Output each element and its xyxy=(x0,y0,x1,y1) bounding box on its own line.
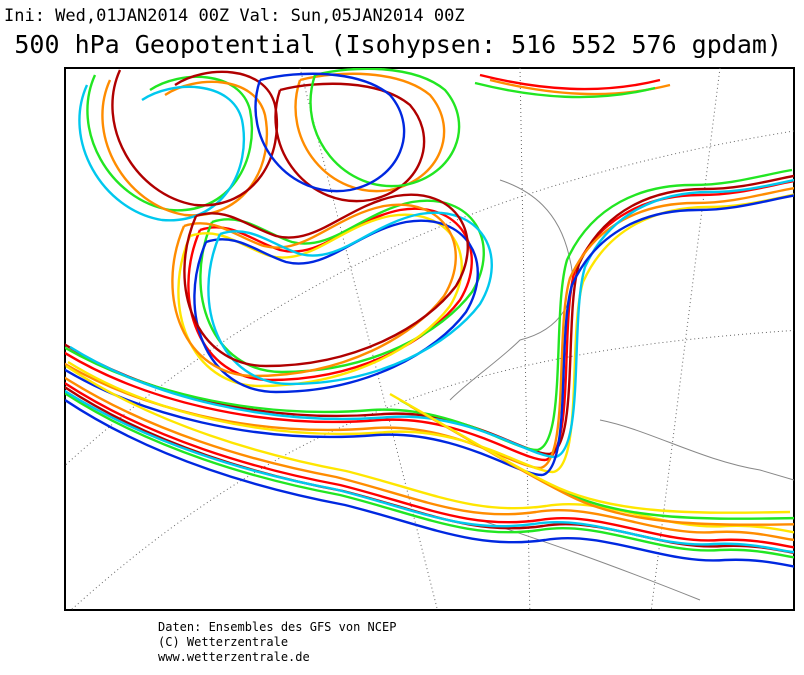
plot-area xyxy=(65,68,794,610)
map-line xyxy=(299,68,438,610)
map-line xyxy=(599,419,794,481)
map-line xyxy=(650,68,721,610)
credit-line: www.wetterzentrale.de xyxy=(158,650,310,664)
credit-line: (C) Wetterzentrale xyxy=(158,635,289,649)
init-line: Ini: Wed,01JAN2014 00Z Val: Sun,05JAN201… xyxy=(4,6,465,26)
credits: Daten: Ensembles des GFS von NCEP (C) We… xyxy=(158,620,396,665)
chart-title: 500 hPa Geopotential (Isohypsen: 516 552… xyxy=(14,30,782,59)
credit-line: Daten: Ensembles des GFS von NCEP xyxy=(158,620,397,634)
map-line xyxy=(70,329,794,610)
map-line xyxy=(65,130,794,467)
